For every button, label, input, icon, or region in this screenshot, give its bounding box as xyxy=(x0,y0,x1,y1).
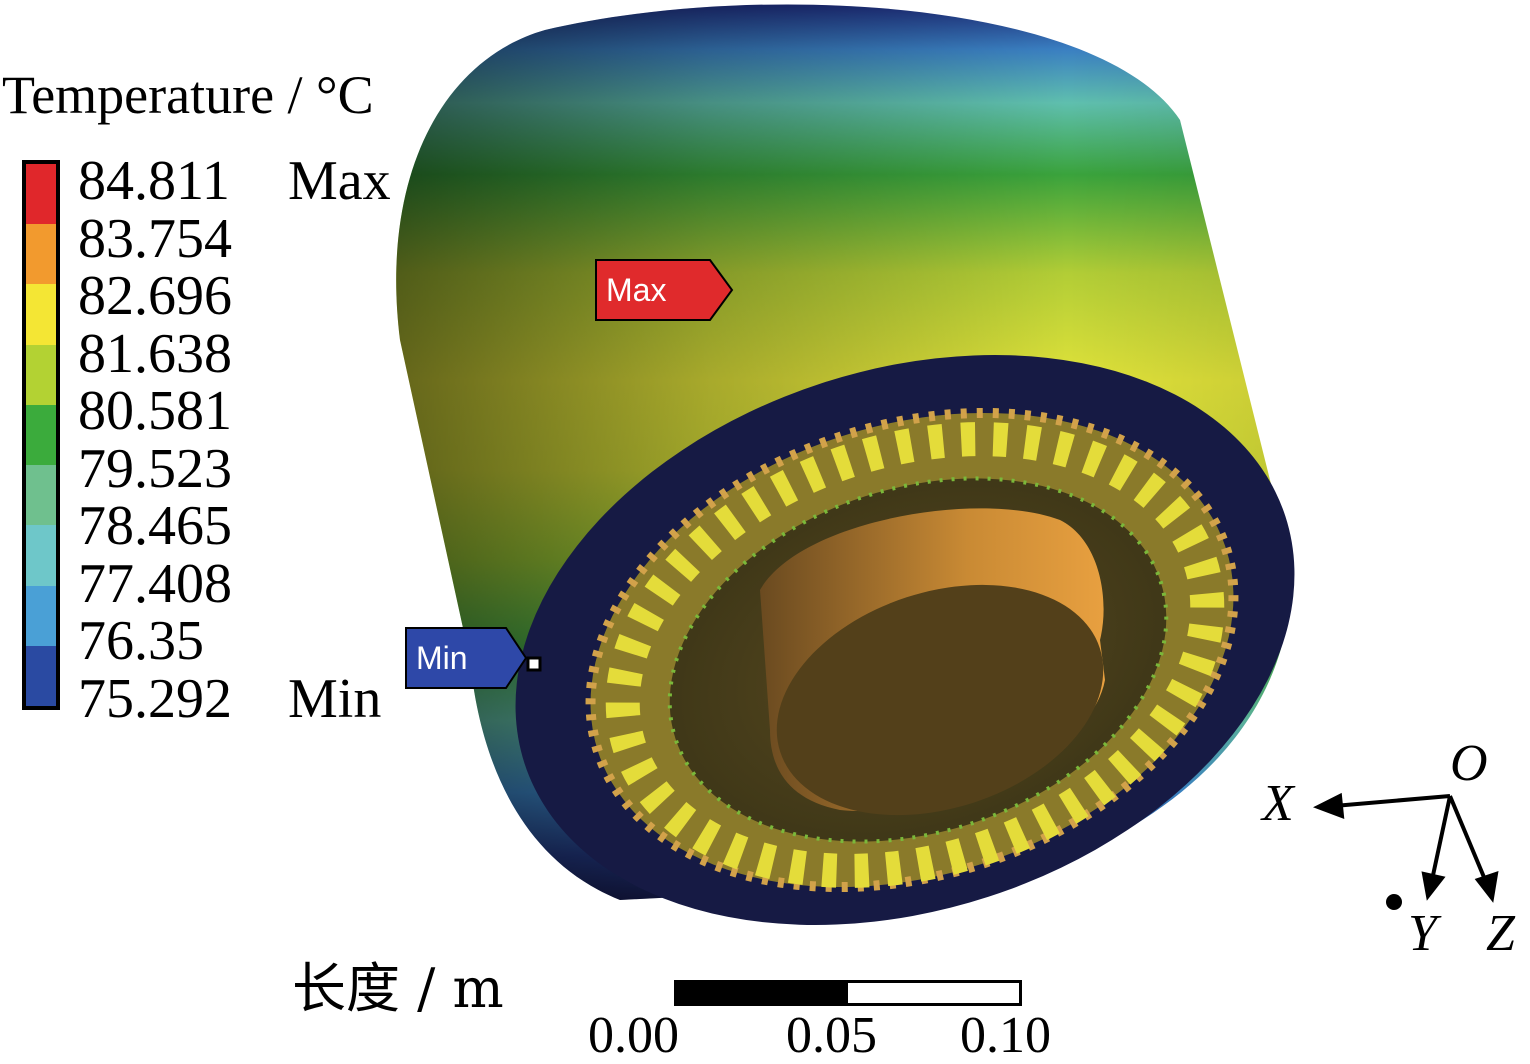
color-scale-segment xyxy=(26,404,56,466)
axis-x-label: X xyxy=(1262,775,1294,832)
legend-row: 81.638 xyxy=(78,325,288,383)
legend-value: 83.754 xyxy=(78,207,232,270)
legend-value: 84.811 xyxy=(78,150,230,212)
color-scale-segment xyxy=(26,344,56,405)
coordinate-axes xyxy=(1313,792,1499,910)
scale-bar-light-segment xyxy=(848,983,1019,1003)
length-scale-bar xyxy=(674,980,1022,1006)
scale-title: 长度 / m xyxy=(292,957,504,1020)
legend-row: 78.465 xyxy=(78,497,288,555)
legend-value: 76.35 xyxy=(78,610,204,672)
color-scale-segment xyxy=(26,525,56,586)
min-point-marker xyxy=(526,656,542,672)
scale-tick-label: 0.05 xyxy=(786,1007,877,1064)
min-flag-shape xyxy=(405,627,528,689)
legend-row: 84.811 Max xyxy=(78,152,391,210)
legend-row: 77.408 xyxy=(78,555,288,613)
legend-value: 81.638 xyxy=(78,322,232,385)
color-scale-segment xyxy=(26,224,56,285)
axis-y-label: Y xyxy=(1408,905,1437,962)
legend-row: 82.696 xyxy=(78,267,288,325)
legend-row: 75.292 Min xyxy=(78,670,381,728)
axis-z-label: Z xyxy=(1486,905,1515,962)
legend-value: 77.408 xyxy=(78,552,232,615)
legend-value: 79.523 xyxy=(78,437,232,500)
legend-row: 79.523 xyxy=(78,440,288,498)
legend-title: Temperature / °C xyxy=(2,65,374,125)
legend-row: 80.581 xyxy=(78,382,288,440)
legend-value: 82.696 xyxy=(78,265,232,327)
legend-value: 80.581 xyxy=(78,380,232,442)
color-scale-segment xyxy=(26,645,56,706)
color-scale-segment xyxy=(26,164,56,225)
max-flag: Max xyxy=(594,258,734,322)
legend-value: 75.292 xyxy=(78,667,232,730)
min-flag: Min xyxy=(404,626,528,690)
color-scale-segment xyxy=(26,585,56,646)
color-scale-bar xyxy=(22,160,60,710)
scale-tick-label: 0.10 xyxy=(960,1007,1051,1064)
max-flag-label: Max xyxy=(606,272,667,308)
rotor-shaft xyxy=(760,508,1105,816)
color-scale-segment xyxy=(26,284,56,345)
legend-row: 76.35 xyxy=(78,612,288,670)
legend-min-tag: Min xyxy=(288,667,382,730)
axis-origin-label: O xyxy=(1450,735,1488,792)
min-flag-label: Min xyxy=(416,640,468,676)
max-flag-shape xyxy=(595,259,734,321)
scale-tick-label: 0.00 xyxy=(588,1007,679,1064)
legend-row: 83.754 xyxy=(78,210,288,268)
legend-value: 78.465 xyxy=(78,495,232,557)
color-scale-segment xyxy=(26,465,56,526)
legend-max-tag: Max xyxy=(288,150,391,212)
scale-bar-dark-segment xyxy=(677,983,848,1003)
